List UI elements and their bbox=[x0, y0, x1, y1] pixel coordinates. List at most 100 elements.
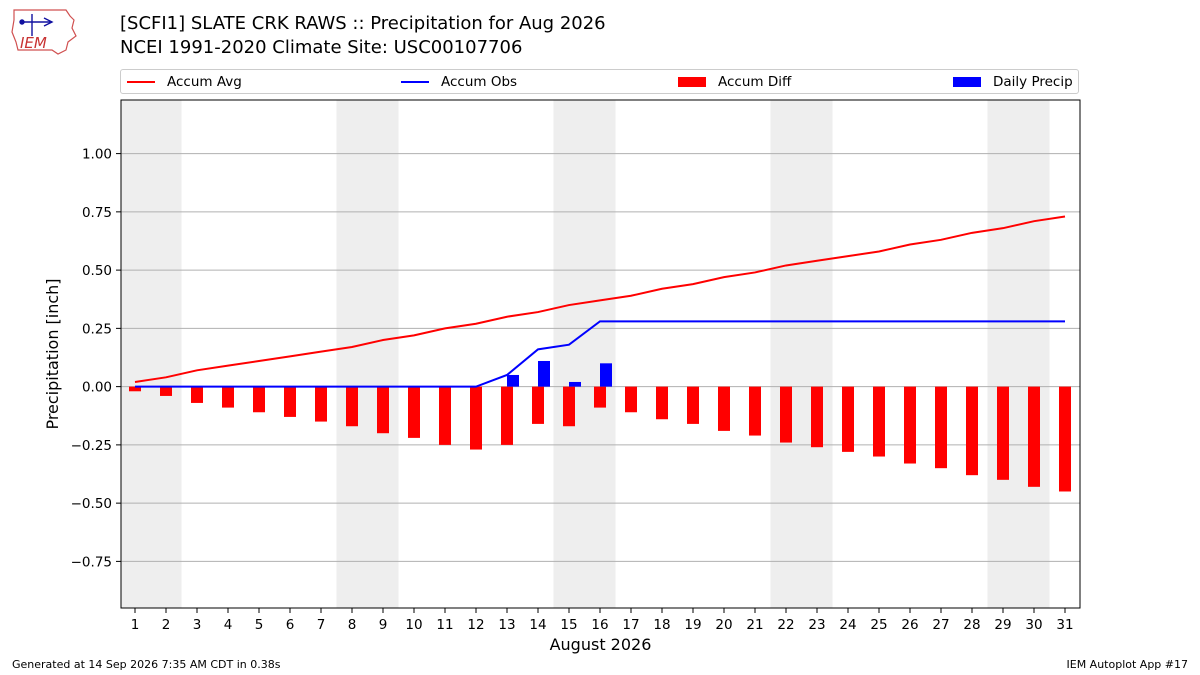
x-tick-label: 20 bbox=[715, 617, 732, 633]
x-tick-label: 26 bbox=[901, 617, 918, 633]
bar-accum-diff bbox=[346, 386, 358, 427]
x-tick-label: 4 bbox=[224, 617, 233, 633]
bar-daily-precip bbox=[569, 381, 581, 387]
weekend-band bbox=[1018, 100, 1050, 608]
x-tick-label: 21 bbox=[746, 617, 763, 633]
bar-accum-diff bbox=[377, 386, 389, 434]
y-tick-label: 0.50 bbox=[82, 263, 112, 279]
x-tick-label: 11 bbox=[436, 617, 453, 633]
iem-logo: IEM bbox=[11, 9, 77, 55]
bar-accum-diff bbox=[625, 386, 637, 413]
app-label: IEM Autoplot App #17 bbox=[1066, 658, 1189, 671]
x-tick-label: 22 bbox=[777, 617, 794, 633]
y-tick-label: 0.00 bbox=[82, 380, 112, 396]
line-accum-avg bbox=[134, 215, 1066, 383]
bar-accum-diff bbox=[284, 386, 296, 417]
x-tick-label: 12 bbox=[467, 617, 484, 633]
series-lines bbox=[134, 215, 1066, 388]
legend-swatch bbox=[953, 76, 981, 87]
weekend-band bbox=[336, 100, 368, 608]
x-tick-label: 18 bbox=[653, 617, 670, 633]
weekend-shading bbox=[121, 100, 1050, 608]
weekend-band bbox=[367, 100, 399, 608]
legend-item-accum-obs: Accum Obs bbox=[401, 70, 517, 93]
bar-accum-diff bbox=[935, 386, 947, 469]
line-accum-obs bbox=[135, 320, 1065, 388]
x-tick-label: 10 bbox=[405, 617, 422, 633]
x-tick-label: 6 bbox=[286, 617, 295, 633]
legend-label: Daily Precip bbox=[993, 73, 1073, 90]
x-tick-label: 23 bbox=[808, 617, 825, 633]
x-tick-label: 31 bbox=[1056, 617, 1073, 633]
x-axis-label: August 2026 bbox=[550, 635, 652, 654]
bar-accum-diff bbox=[966, 386, 978, 476]
y-tick-label: −0.50 bbox=[71, 496, 112, 512]
bar-accum-diff bbox=[749, 386, 761, 436]
weekend-band bbox=[121, 100, 151, 608]
legend-swatch bbox=[678, 76, 706, 87]
chart-legend: Accum Avg Accum Obs Accum Diff Daily Pre… bbox=[120, 69, 1079, 94]
bar-accum-diff bbox=[439, 386, 451, 445]
weekend-band bbox=[584, 100, 616, 608]
legend-swatch bbox=[401, 80, 429, 83]
bar-accum-diff bbox=[718, 386, 730, 431]
bar-accum-diff bbox=[222, 386, 234, 408]
x-tick-label: 8 bbox=[348, 617, 357, 633]
bar-accum-diff bbox=[191, 386, 203, 403]
bar-accum-diff bbox=[873, 386, 885, 457]
x-tick-label: 16 bbox=[591, 617, 608, 633]
legend-label: Accum Diff bbox=[718, 73, 792, 90]
chart-subtitle: NCEI 1991-2020 Climate Site: USC00107706 bbox=[120, 37, 523, 58]
bar-daily-precip bbox=[600, 363, 612, 387]
legend-item-accum-avg: Accum Avg bbox=[127, 70, 242, 93]
x-tick-label: 9 bbox=[379, 617, 388, 633]
y-tick-label: 0.75 bbox=[82, 205, 112, 221]
weekend-band bbox=[801, 100, 833, 608]
y-axis: −0.75 −0.50 −0.25 0.00 0.25 0.50 0.75 1.00 bbox=[71, 147, 121, 570]
generated-timestamp: Generated at 14 Sep 2026 7:35 AM CDT in … bbox=[12, 658, 281, 671]
bar-accum-diff bbox=[594, 386, 606, 408]
bar-accum-diff bbox=[470, 386, 482, 450]
bar-accum-diff bbox=[811, 386, 823, 448]
legend-swatch bbox=[127, 80, 155, 83]
x-tick-label: 13 bbox=[498, 617, 515, 633]
x-tick-label: 25 bbox=[870, 617, 887, 633]
bar-accum-diff bbox=[315, 386, 327, 422]
bar-accum-diff bbox=[408, 386, 420, 438]
bar-accum-diff bbox=[1059, 386, 1071, 492]
x-tick-label: 28 bbox=[963, 617, 980, 633]
weekend-band bbox=[150, 100, 182, 608]
bar-accum-diff bbox=[129, 386, 141, 392]
weekend-band bbox=[553, 100, 585, 608]
x-tick-label: 17 bbox=[622, 617, 639, 633]
logo-text: IEM bbox=[20, 34, 47, 52]
bar-accum-diff bbox=[687, 386, 699, 424]
bar-daily-precip bbox=[507, 374, 519, 387]
x-tick-label: 29 bbox=[994, 617, 1011, 633]
x-tick-label: 14 bbox=[529, 617, 546, 633]
bar-accum-diff bbox=[563, 386, 575, 427]
bar-accum-diff bbox=[842, 386, 854, 452]
x-tick-label: 2 bbox=[162, 617, 171, 633]
bar-accum-diff bbox=[532, 386, 544, 424]
bar-accum-diff bbox=[253, 386, 265, 413]
bar-daily-precip bbox=[538, 360, 550, 387]
y-tick-label: 0.25 bbox=[82, 321, 112, 337]
y-tick-label: 1.00 bbox=[82, 147, 112, 163]
bar-accum-diff bbox=[904, 386, 916, 464]
chart-title: [SCFI1] SLATE CRK RAWS :: Precipitation … bbox=[120, 13, 606, 34]
x-tick-label: 19 bbox=[684, 617, 701, 633]
y-axis-label: Precipitation [inch] bbox=[43, 278, 62, 429]
weekend-band bbox=[770, 100, 802, 608]
bars bbox=[129, 360, 1071, 492]
x-tick-label: 1 bbox=[131, 617, 140, 633]
x-tick-label: 7 bbox=[317, 617, 326, 633]
bar-accum-diff bbox=[997, 386, 1009, 480]
x-tick-label: 15 bbox=[560, 617, 577, 633]
legend-label: Accum Avg bbox=[167, 73, 242, 90]
x-tick-label: 5 bbox=[255, 617, 264, 633]
x-tick-label: 27 bbox=[932, 617, 949, 633]
legend-label: Accum Obs bbox=[441, 73, 518, 90]
bar-accum-diff bbox=[160, 386, 172, 396]
